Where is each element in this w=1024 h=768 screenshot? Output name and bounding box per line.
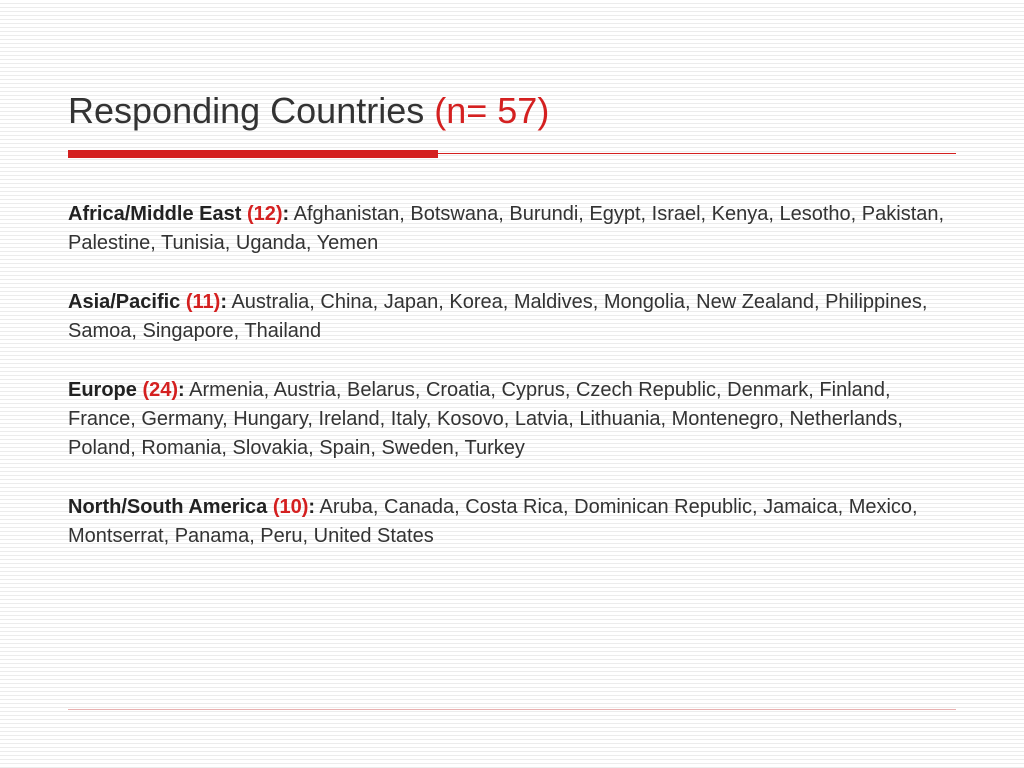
region-count: (24)	[142, 379, 178, 401]
title-text: Responding Countries	[68, 90, 424, 131]
region-entry: Europe (24): Armenia, Austria, Belarus, …	[68, 376, 956, 463]
region-countries: Armenia, Austria, Belarus, Croatia, Cypr…	[68, 379, 903, 459]
region-name: Asia/Pacific	[68, 291, 180, 313]
slide-title: Responding Countries (n= 57)	[68, 90, 956, 132]
region-name: North/South America	[68, 496, 267, 518]
title-rule-thick	[68, 150, 438, 158]
title-count: (n= 57)	[434, 90, 549, 131]
region-name: Africa/Middle East	[68, 203, 241, 225]
region-entry: Africa/Middle East (12): Afghanistan, Bo…	[68, 200, 956, 258]
region-count: (11)	[186, 291, 220, 313]
title-rule	[68, 150, 956, 158]
region-entry: Asia/Pacific (11): Australia, China, Jap…	[68, 288, 956, 346]
region-count: (12)	[247, 203, 283, 225]
region-count: (10)	[273, 496, 309, 518]
footer-rule	[68, 709, 956, 710]
region-entry: North/South America (10): Aruba, Canada,…	[68, 493, 956, 551]
region-name: Europe	[68, 379, 137, 401]
